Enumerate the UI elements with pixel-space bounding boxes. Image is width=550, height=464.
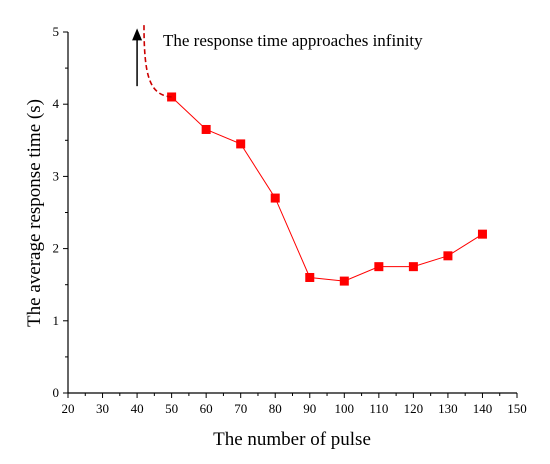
y-tick-label: 0 (53, 385, 60, 400)
series-line-path (171, 96, 483, 282)
data-point-marker (339, 276, 349, 286)
x-tick-label: 20 (62, 401, 75, 416)
axes (67, 32, 517, 394)
x-tick-label: 100 (335, 401, 355, 416)
y-axis-title: The average response time (s) (24, 99, 45, 327)
x-tick-label: 120 (404, 401, 424, 416)
data-point-marker (270, 193, 280, 203)
x-tick-label: 40 (131, 401, 144, 416)
annotation: The response time approaches infinity (132, 24, 423, 98)
data-point-marker (443, 251, 453, 261)
data-point-marker (305, 272, 315, 282)
x-tick-label: 70 (234, 401, 247, 416)
data-point-marker (477, 229, 487, 239)
y-tick-label: 3 (53, 168, 60, 183)
series-line (171, 96, 483, 282)
data-point-marker (408, 262, 418, 272)
annotation-text: The response time approaches infinity (163, 31, 423, 50)
x-axis-title: The number of pulse (213, 429, 371, 450)
x-tick-label: 60 (200, 401, 213, 416)
y-tick-label: 5 (53, 24, 60, 39)
data-point-marker (374, 262, 384, 272)
axis-ticks: 20 30 40 50 60 70 80 90 100 110 120 130 140 150 0 1 2 3 4 5 (53, 24, 527, 416)
data-point-marker (236, 139, 246, 149)
y-tick-label: 2 (53, 241, 60, 256)
y-tick-label: 1 (53, 313, 60, 328)
x-tick-label: 130 (438, 401, 458, 416)
x-tick-label: 150 (507, 401, 527, 416)
annotation-arrow-head (132, 28, 143, 41)
series-markers (167, 92, 487, 286)
y-tick-label: 4 (53, 96, 60, 111)
x-tick-label: 110 (369, 401, 388, 416)
x-tick-label: 80 (269, 401, 282, 416)
x-tick-label: 50 (165, 401, 178, 416)
x-tick-label: 90 (303, 401, 316, 416)
x-tick-label: 30 (96, 401, 109, 416)
data-point-marker (201, 124, 211, 134)
x-tick-label: 140 (473, 401, 493, 416)
